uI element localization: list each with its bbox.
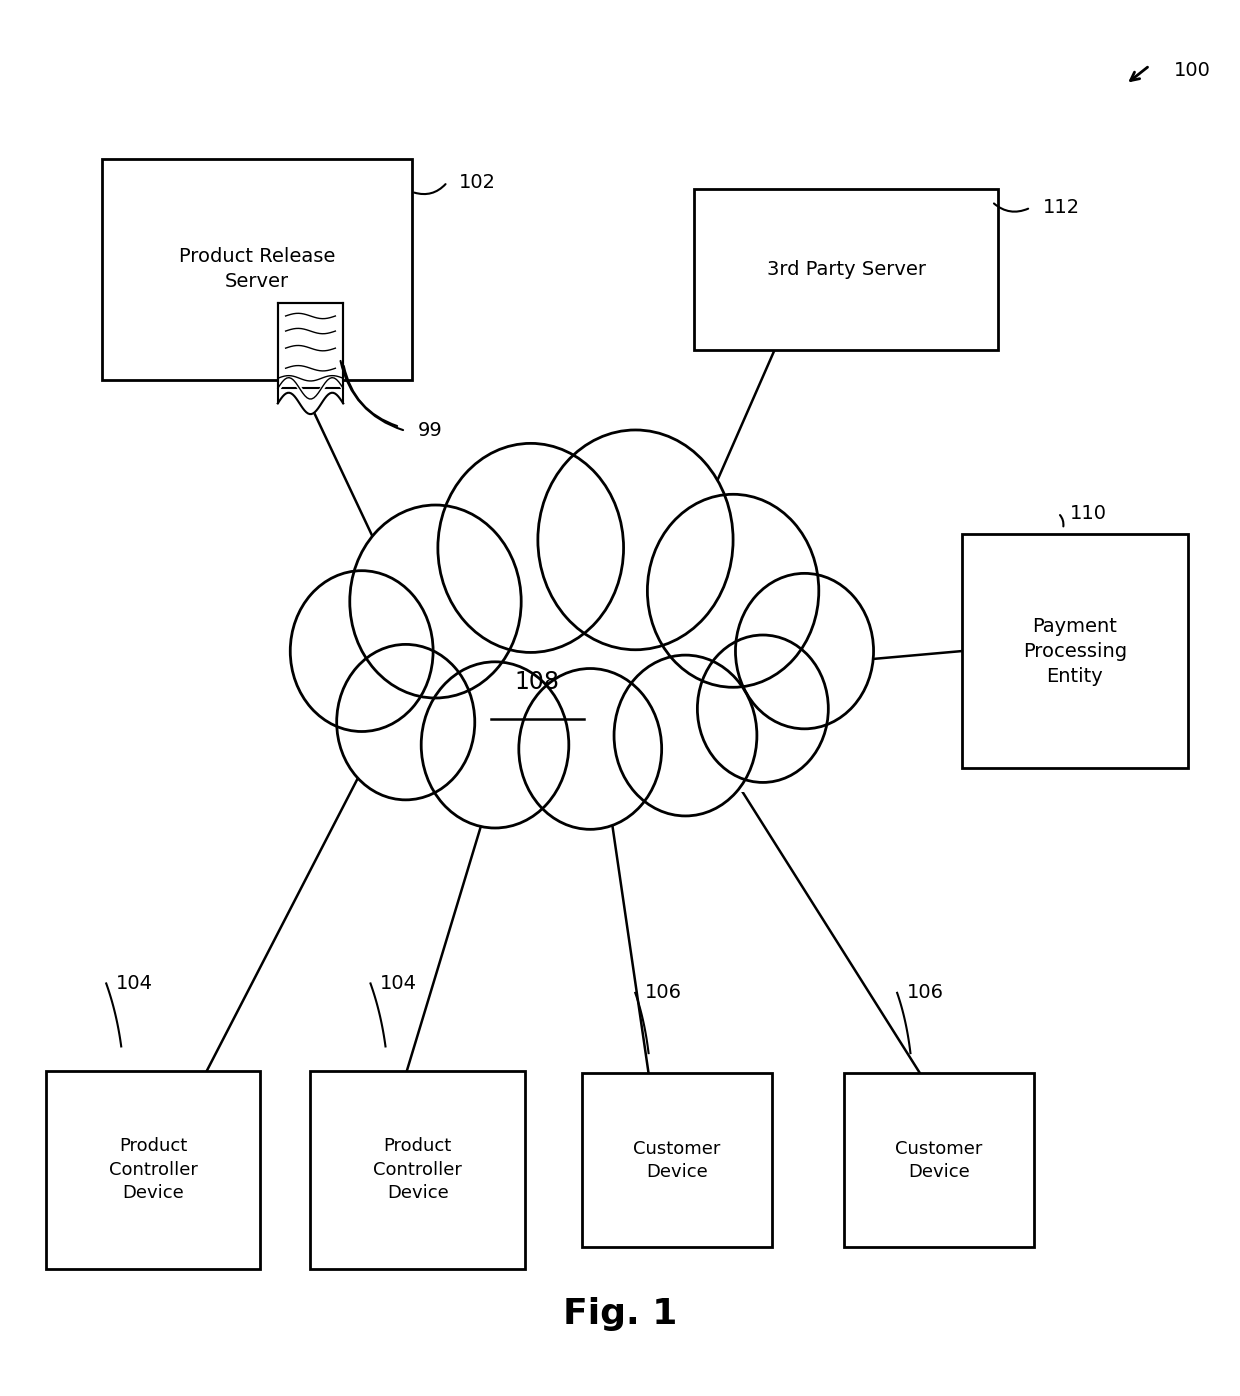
- Bar: [352, 578, 805, 738]
- Circle shape: [290, 571, 433, 732]
- Text: Product
Controller
Device: Product Controller Device: [109, 1138, 198, 1202]
- Text: 99: 99: [418, 422, 443, 440]
- Bar: [399, 524, 756, 792]
- Polygon shape: [278, 388, 343, 415]
- Circle shape: [422, 662, 569, 828]
- Text: 102: 102: [459, 173, 496, 191]
- Text: 100: 100: [1173, 61, 1210, 81]
- Circle shape: [518, 669, 662, 829]
- Bar: [46, 1071, 260, 1269]
- Circle shape: [697, 635, 828, 782]
- Circle shape: [350, 505, 521, 698]
- Circle shape: [735, 574, 873, 729]
- Circle shape: [538, 430, 733, 649]
- Bar: [310, 1071, 525, 1269]
- Text: Payment
Processing
Entity: Payment Processing Entity: [1023, 617, 1127, 685]
- Circle shape: [337, 645, 475, 800]
- Bar: [962, 533, 1188, 768]
- Text: 104: 104: [115, 974, 153, 993]
- Text: 108: 108: [515, 670, 559, 694]
- Text: Fig. 1: Fig. 1: [563, 1297, 677, 1332]
- Circle shape: [647, 494, 818, 687]
- Bar: [843, 1074, 1034, 1248]
- Circle shape: [614, 655, 756, 815]
- Text: 106: 106: [645, 983, 682, 1002]
- Text: Product Release
Server: Product Release Server: [179, 247, 335, 292]
- Circle shape: [438, 444, 624, 652]
- Bar: [694, 188, 998, 349]
- Text: Customer
Device: Customer Device: [634, 1139, 720, 1181]
- Text: 104: 104: [379, 974, 417, 993]
- Bar: [278, 303, 343, 388]
- Text: 106: 106: [906, 983, 944, 1002]
- Text: Product
Controller
Device: Product Controller Device: [373, 1138, 463, 1202]
- Text: Customer
Device: Customer Device: [895, 1139, 983, 1181]
- Bar: [102, 159, 412, 380]
- Text: 3rd Party Server: 3rd Party Server: [766, 260, 926, 279]
- Text: 110: 110: [1070, 504, 1107, 522]
- Text: 112: 112: [1043, 198, 1080, 216]
- Bar: [582, 1074, 773, 1248]
